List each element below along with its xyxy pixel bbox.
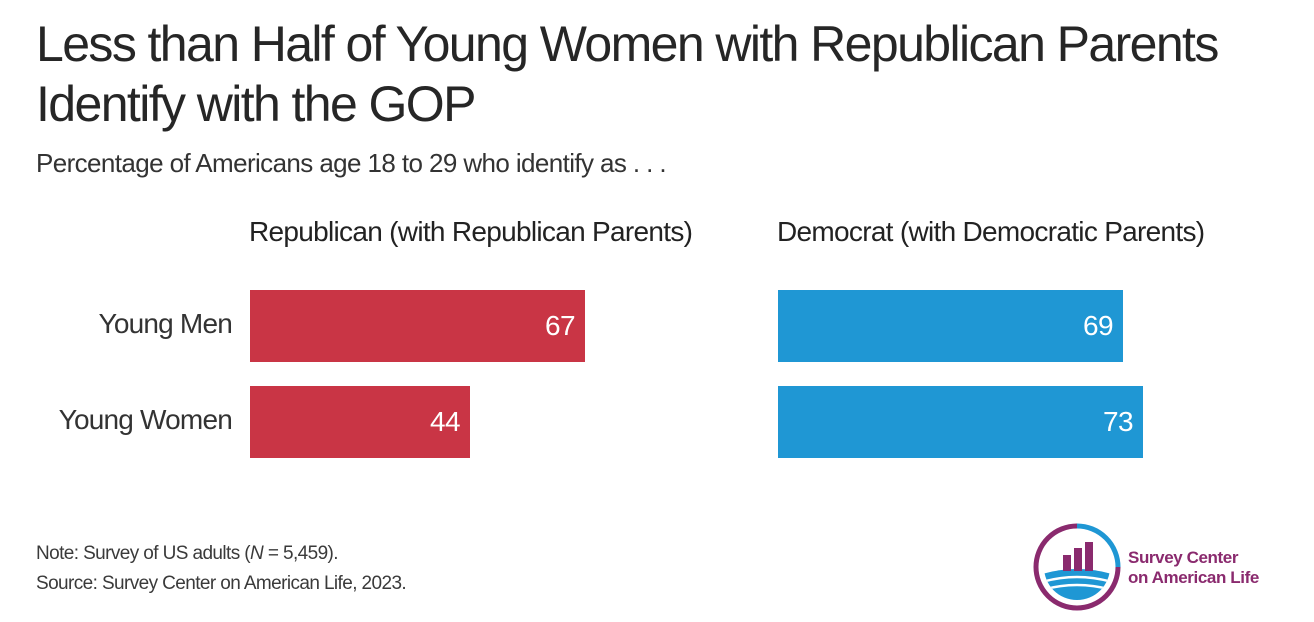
bar-democrat-young-women: 73 bbox=[778, 386, 1143, 458]
bar-chart-globe-logo-icon bbox=[1033, 523, 1121, 611]
bar-value-label: 44 bbox=[430, 406, 461, 437]
panel-title-republican: Republican (with Republican Parents) bbox=[249, 216, 693, 247]
category-label-young-women: Young Women bbox=[58, 404, 233, 435]
bar-republican-young-men: 67 bbox=[250, 290, 585, 362]
bar-value-label: 67 bbox=[545, 310, 576, 341]
survey-center-logo: Survey Center on American Life bbox=[1032, 522, 1282, 612]
chart-title: Less than Half of Young Women with Repub… bbox=[36, 16, 1219, 132]
note-text: Note: Survey of US adults (N = 5,459). bbox=[36, 543, 339, 564]
source-text: Source: Survey Center on American Life, … bbox=[36, 573, 407, 594]
chart-subtitle: Percentage of Americans age 18 to 29 who… bbox=[36, 148, 667, 178]
logo-line-2: on American Life bbox=[1128, 568, 1259, 587]
logo-text: Survey Center on American Life bbox=[1128, 548, 1259, 588]
bar-value-label: 73 bbox=[1103, 406, 1134, 437]
bar-democrat-young-men: 69 bbox=[778, 290, 1123, 362]
logo-line-1: Survey Center bbox=[1128, 548, 1239, 567]
category-label-young-men: Young Men bbox=[98, 308, 233, 339]
panel-title-democrat: Democrat (with Democratic Parents) bbox=[777, 216, 1205, 247]
bar-republican-young-women: 44 bbox=[250, 386, 470, 458]
bar-value-label: 69 bbox=[1083, 310, 1114, 341]
